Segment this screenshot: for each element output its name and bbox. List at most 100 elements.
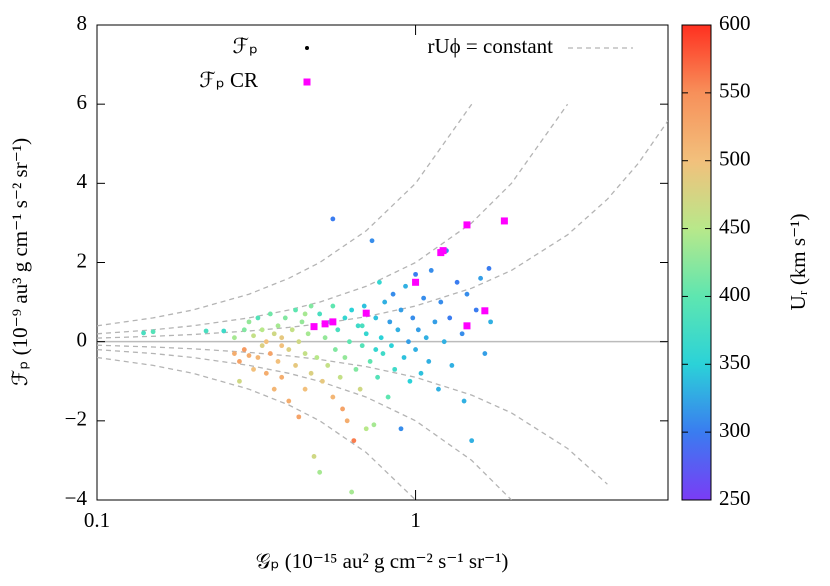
data-point: [246, 353, 252, 358]
data-point: [355, 323, 361, 329]
data-point: [325, 363, 331, 368]
data-point: [232, 335, 237, 341]
data-point: [488, 319, 494, 325]
data-point: [344, 418, 350, 424]
data-point: [289, 327, 295, 333]
data-point: [296, 414, 302, 420]
cr-point: [439, 247, 447, 255]
cr-point: [310, 323, 318, 331]
data-point: [246, 319, 252, 325]
cr-point: [412, 278, 420, 286]
data-point: [267, 311, 273, 317]
y-tick-label: −2: [65, 407, 87, 431]
legend-label: ℱₚ: [232, 34, 258, 58]
data-point: [340, 406, 345, 412]
data-point: [330, 216, 336, 222]
data-point: [317, 311, 323, 317]
data-point: [407, 378, 413, 384]
data-point: [221, 328, 227, 334]
plot-area: [97, 103, 668, 500]
data-point: [380, 351, 386, 356]
data-point: [436, 386, 441, 392]
data-point: [251, 366, 256, 372]
data-point: [347, 339, 352, 345]
data-point: [428, 268, 434, 273]
data-point: [389, 343, 394, 349]
data-point: [349, 489, 355, 495]
cr-point: [463, 221, 471, 229]
data-point: [361, 303, 367, 309]
data-point: [473, 307, 479, 313]
data-point: [241, 327, 247, 333]
colorbar: [681, 24, 712, 501]
data-point: [302, 351, 308, 356]
y-tick-label: 6: [77, 90, 88, 114]
data-point: [426, 359, 432, 364]
data-point: [413, 271, 418, 277]
data-point: [314, 355, 320, 360]
data-point: [359, 323, 365, 329]
colorbar-label: Uᵣ (km s⁻¹): [786, 214, 810, 311]
data-point: [373, 315, 379, 321]
data-point: [308, 370, 314, 376]
data-point: [330, 303, 336, 309]
data-point: [275, 359, 281, 364]
data-point: [449, 363, 455, 368]
y-tick-label: 0: [77, 327, 88, 351]
data-point: [322, 335, 328, 341]
data-point: [255, 355, 261, 360]
data-point: [369, 238, 375, 244]
data-point: [279, 343, 285, 349]
y-tick-label: 4: [77, 169, 88, 193]
data-point: [378, 335, 384, 341]
data-point: [461, 398, 467, 404]
data-point: [441, 339, 447, 345]
data-point: [320, 378, 325, 384]
data-point: [482, 351, 488, 356]
colorbar-tick-label: 500: [719, 147, 751, 171]
data-point: [421, 295, 427, 301]
y-tick-label: −4: [65, 486, 88, 510]
reference-curve: [97, 120, 668, 339]
data-point: [375, 374, 380, 380]
cr-point: [481, 307, 489, 315]
data-point: [385, 394, 391, 400]
reference-curve: [97, 356, 417, 500]
cr-point: [500, 217, 508, 225]
data-point: [413, 347, 418, 352]
data-point: [410, 315, 416, 321]
data-point: [454, 279, 460, 285]
data-point: [349, 307, 355, 313]
colorbar-tick-label: 300: [719, 418, 751, 442]
data-point: [486, 266, 492, 271]
legend-label: rUϕ = constant: [427, 34, 553, 58]
data-point: [342, 355, 348, 360]
data-point: [141, 330, 146, 336]
cr-point: [329, 318, 337, 326]
reference-curve: [97, 344, 608, 485]
plot-frame: [96, 24, 669, 501]
data-point: [423, 335, 429, 341]
data-point: [392, 366, 398, 372]
data-point: [342, 315, 348, 321]
data-point: [293, 307, 298, 313]
data-point: [377, 279, 382, 285]
legend-marker: [303, 78, 311, 86]
data-point: [275, 323, 281, 329]
legend-label: ℱₚ CR: [199, 68, 258, 92]
data-point: [398, 426, 404, 432]
data-point: [387, 319, 393, 325]
data-point: [255, 315, 261, 321]
reference-curve: [97, 348, 512, 500]
x-tick-label: 1: [410, 508, 421, 532]
colorbar-tick-label: 400: [719, 282, 751, 306]
data-point: [203, 328, 209, 334]
data-point: [271, 386, 277, 392]
data-point: [259, 327, 265, 333]
data-point: [302, 311, 308, 317]
data-point: [241, 347, 247, 352]
data-point: [259, 343, 265, 349]
data-point: [398, 307, 404, 313]
